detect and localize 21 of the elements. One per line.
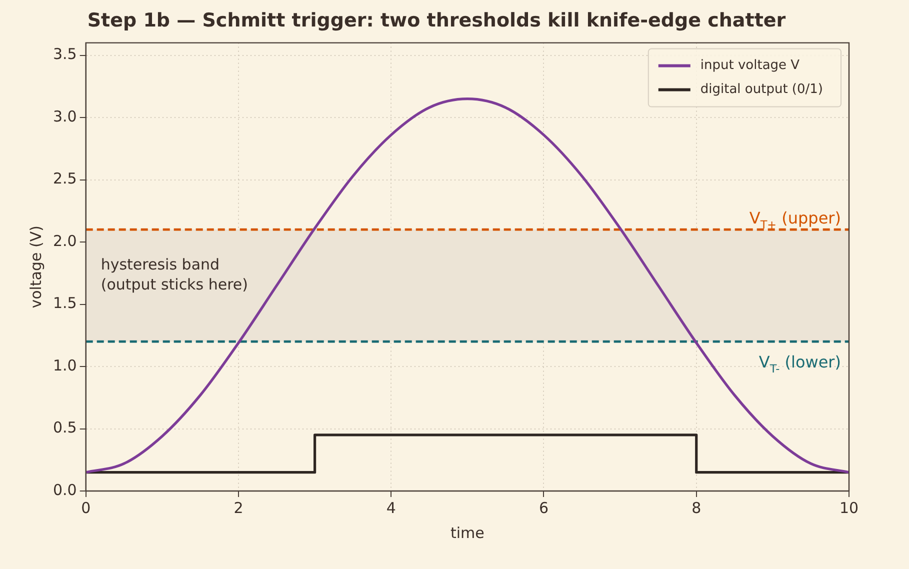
x-tick-label: 6 xyxy=(538,498,549,517)
y-tick-label: 1.5 xyxy=(52,294,77,312)
legend-label: digital output (0/1) xyxy=(700,82,824,98)
x-tick-label: 0 xyxy=(81,498,91,517)
legend-label: input voltage V xyxy=(700,58,800,74)
y-tick-label: 2.5 xyxy=(52,170,77,188)
y-tick-label: 3.5 xyxy=(52,45,77,64)
y-tick-label: 0.5 xyxy=(52,418,77,437)
y-tick-label: 2.0 xyxy=(52,232,77,250)
x-tick-label: 8 xyxy=(692,498,702,517)
y-axis-title: voltage (V) xyxy=(26,226,45,308)
x-tick-label: 10 xyxy=(839,498,859,517)
band-label: hysteresis band (output sticks here) xyxy=(100,256,248,294)
y-tick-label: 3.0 xyxy=(52,107,77,126)
x-tick-label: 2 xyxy=(234,498,244,517)
chart-title: Step 1b — Schmitt trigger: two thresholds kill knife-edge chatter xyxy=(87,9,786,32)
line-series xyxy=(86,98,849,474)
y-tick-label: 0.0 xyxy=(52,480,77,499)
y-tick-label: 1.0 xyxy=(52,356,77,374)
x-axis-title: time xyxy=(450,524,484,542)
x-tick-label: 4 xyxy=(386,498,396,517)
